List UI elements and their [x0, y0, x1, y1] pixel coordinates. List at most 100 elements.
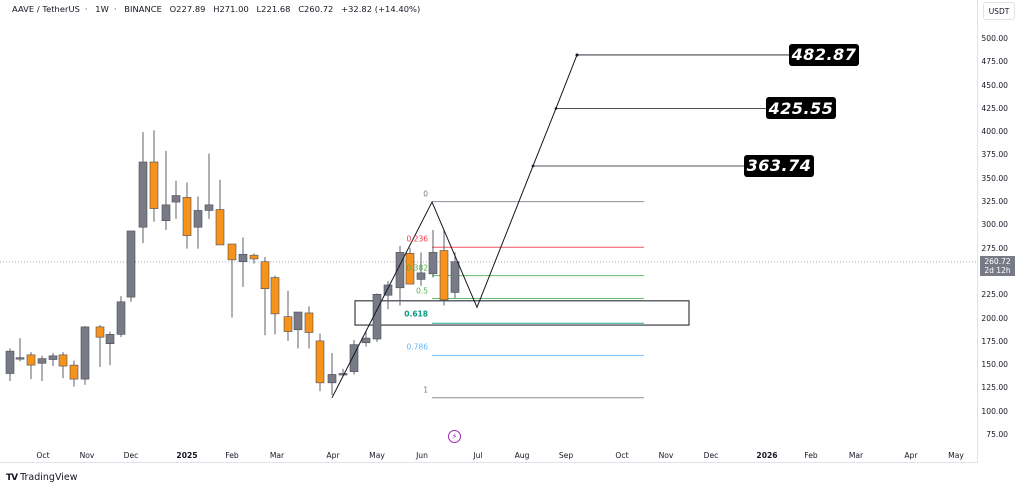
interval[interactable]: 1W — [95, 4, 109, 14]
price-tick-label: 75.00 — [986, 430, 1008, 439]
candle-up — [395, 252, 405, 289]
time-tick-label: Dec — [123, 451, 139, 460]
time-tick-label: Feb — [225, 451, 239, 460]
candle-down — [283, 316, 293, 332]
price-target-label: 482.87 — [789, 43, 859, 66]
ohlc-close: C260.72 — [298, 4, 334, 14]
price-tick-label: 300.00 — [981, 220, 1008, 230]
candle-up — [338, 373, 348, 376]
time-tick-label: Mar — [848, 451, 864, 460]
current-price-value: 260.72 — [984, 257, 1011, 266]
separator: · — [113, 4, 117, 14]
current-price-tag: 260.72 2d 12h — [980, 256, 1015, 276]
price-tick-label: 100.00 — [981, 406, 1008, 416]
candle-down — [260, 261, 270, 290]
time-tick-label: Apr — [326, 451, 340, 460]
candle-up — [193, 210, 203, 228]
time-tick-label: 2026 — [756, 451, 778, 460]
fib-level-label: 0.618 — [404, 309, 428, 319]
price-axis-border — [977, 0, 978, 462]
price-tick-label: 500.00 — [981, 34, 1008, 43]
price-tick-label: 275.00 — [981, 243, 1008, 253]
time-tick-label: Aug — [514, 451, 530, 460]
candle-up — [105, 334, 115, 344]
candle-down — [315, 340, 325, 384]
time-tick-label: Nov — [658, 451, 674, 460]
chart-canvas[interactable] — [0, 0, 978, 462]
time-tick-label: Feb — [804, 451, 818, 460]
fib-level-label: 0 — [423, 189, 428, 199]
price-tick-label: 400.00 — [981, 127, 1008, 137]
candle-up — [126, 230, 136, 298]
ohlc-open: O227.89 — [169, 4, 206, 14]
time-tick-label: May — [369, 451, 385, 460]
candle-up — [327, 374, 337, 384]
target-dot — [531, 164, 535, 168]
price-tick-label: 475.00 — [981, 57, 1008, 67]
time-tick-label: Jul — [473, 451, 483, 460]
bar-countdown: 2d 12h — [984, 266, 1011, 275]
time-tick-label: Oct — [615, 451, 629, 460]
time-tick-label: May — [948, 451, 964, 460]
candle-up — [383, 284, 393, 296]
fib-level-label: 0.382 — [406, 263, 428, 273]
tradingview-wordmark: TradingView — [20, 472, 78, 483]
ohlc-low: L221.68 — [256, 4, 291, 14]
price-target-label: 363.74 — [744, 154, 814, 177]
chart-header: AAVE / TetherUS · 1W · BINANCE O227.89 H27… — [12, 4, 425, 14]
price-tick-label: 425.00 — [981, 103, 1008, 113]
tradingview-logo[interactable]: TV TradingView — [6, 472, 78, 483]
candle-down — [405, 253, 415, 285]
candle-down — [215, 209, 225, 246]
candle-up — [372, 294, 382, 340]
candle-up — [80, 326, 90, 380]
projection-path — [331, 54, 578, 398]
target-dot — [554, 107, 558, 110]
fib-level-label: 0.236 — [406, 234, 428, 244]
price-tick-label: 450.00 — [981, 80, 1008, 90]
candle-down — [26, 354, 36, 366]
candle-down — [182, 197, 192, 236]
candle-down — [58, 354, 68, 367]
fib-level-label: 0.786 — [406, 342, 428, 352]
time-tick-label: 2025 — [176, 451, 198, 460]
exchange: BINANCE — [124, 4, 162, 14]
candle-down — [270, 277, 280, 315]
separator: · — [84, 4, 88, 14]
price-target-label: 425.55 — [766, 97, 836, 120]
candle-up — [138, 161, 148, 228]
time-tick-label: Sep — [558, 451, 574, 460]
candle-up — [5, 350, 15, 374]
candle-down — [149, 161, 159, 209]
price-tick-label: 200.00 — [981, 313, 1008, 323]
lightning-event-icon[interactable]: ⚡ — [448, 430, 461, 443]
currency-badge[interactable]: USDT — [983, 2, 1015, 20]
time-tick-label: Apr — [904, 451, 918, 460]
price-tick-label: 350.00 — [981, 173, 1008, 183]
price-tick-label: 150.00 — [981, 360, 1008, 370]
price-tick-label: 225.00 — [981, 290, 1008, 300]
candle-up — [450, 261, 460, 293]
time-tick-label: Dec — [703, 451, 719, 460]
time-tick-label: Jun — [416, 451, 428, 460]
target-dot — [575, 53, 579, 57]
candle-up — [171, 195, 181, 203]
support-zone-box — [354, 300, 690, 326]
time-axis-border — [0, 462, 978, 463]
candle-up — [349, 344, 359, 372]
candle-up — [361, 337, 371, 344]
time-tick-label: Mar — [269, 451, 285, 460]
candle-up — [238, 253, 248, 263]
price-tick-label: 175.00 — [981, 336, 1008, 346]
fib-level-label: 1 — [423, 385, 428, 395]
fib-level-label: 0.5 — [416, 286, 428, 295]
candle-down — [95, 326, 105, 338]
symbol-name[interactable]: AAVE / TetherUS — [12, 4, 80, 14]
price-tick-label: 375.00 — [981, 150, 1008, 160]
candle-up — [293, 311, 303, 331]
candle-down — [69, 364, 79, 380]
candle-down — [249, 254, 259, 260]
ohlc-high: H271.00 — [213, 4, 249, 14]
time-tick-label: Nov — [79, 451, 95, 460]
candle-up — [428, 252, 438, 275]
